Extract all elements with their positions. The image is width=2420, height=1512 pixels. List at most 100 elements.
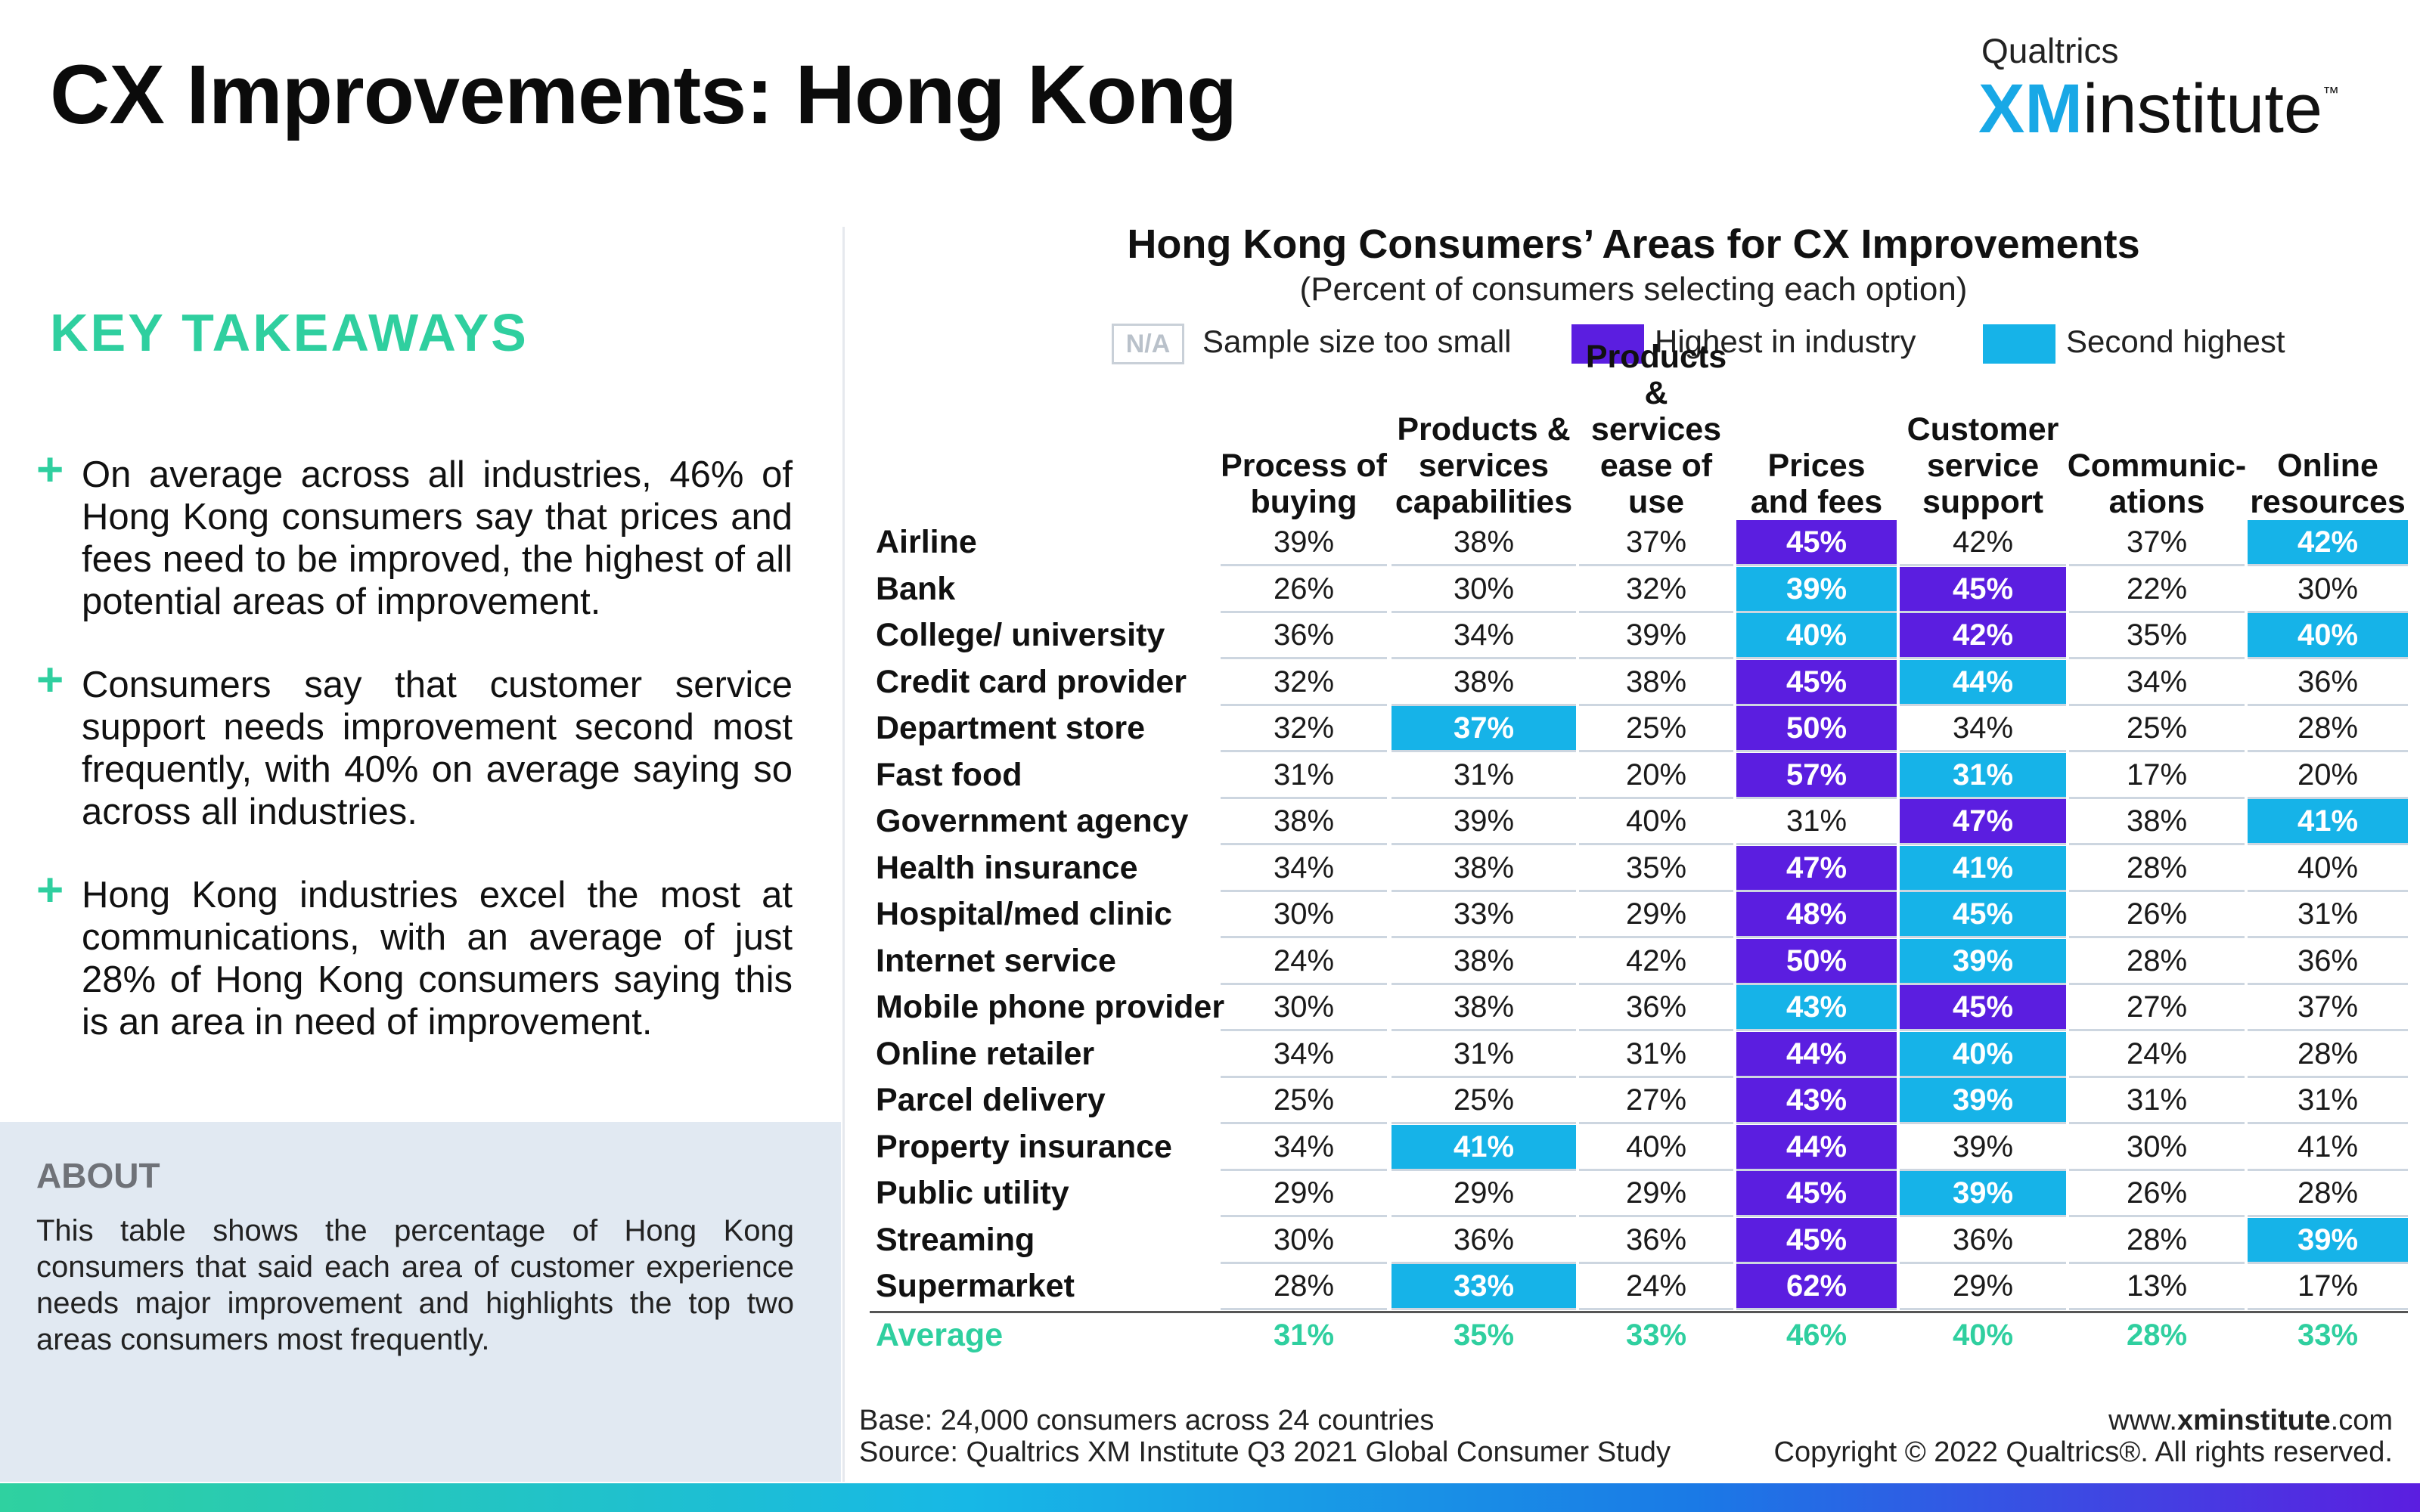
table-cell: 33% — [1392, 1264, 1576, 1310]
table-cell: 45% — [1736, 520, 1897, 566]
table-cell: 36% — [1579, 1218, 1733, 1264]
table-cell: 28% — [2069, 1218, 2245, 1264]
table-cell: 31% — [1392, 1032, 1576, 1078]
table-cell: 30% — [1392, 567, 1576, 613]
average-cell: 35% — [1453, 1318, 1515, 1352]
table-cell: 32% — [1579, 567, 1733, 613]
table-title: Hong Kong Consumers’ Areas for CX Improv… — [1127, 222, 2140, 267]
row-label: Department store — [876, 710, 1146, 746]
table-cell: 24% — [1579, 1264, 1733, 1310]
table-cell: 13% — [2069, 1264, 2245, 1310]
row-label: Supermarket — [876, 1268, 1075, 1304]
table-cell: 38% — [1392, 939, 1576, 985]
table-cell: 32% — [1221, 660, 1387, 706]
table-cell: 36% — [1900, 1218, 2066, 1264]
column-header-process-of-buying: Process of buying — [1221, 448, 1387, 520]
table-cell: 39% — [1392, 799, 1576, 845]
table-row: Online retailer 34% 31% 31% 44% 40% 24% 28% — [870, 1031, 2408, 1079]
footer-base: Base: 24,000 consumers across 24 countri… — [859, 1405, 1435, 1436]
row-label: Property insurance — [876, 1128, 1172, 1165]
table-cell: 45% — [1900, 566, 2066, 613]
table-cell: 25% — [1579, 706, 1733, 752]
legend-highest-text: Highest in industry — [1655, 324, 1916, 359]
table-row: Public utility 29% 29% 29% 45% 39% 26% 28% — [870, 1171, 2408, 1218]
table-cell: 36% — [1392, 1218, 1576, 1264]
legend-second: Second highest — [1983, 324, 2285, 364]
column-header-products-services-ease-of-use: Products & services ease of use — [1585, 339, 1727, 520]
average-cell: 40% — [1952, 1318, 2014, 1352]
table-cell: 37% — [1392, 706, 1576, 752]
table-cell: 42% — [1900, 520, 2066, 566]
table-cell: 30% — [2248, 567, 2408, 613]
legend-na-text: Sample size too small — [1202, 324, 1512, 360]
table-cell: 45% — [1900, 892, 2066, 938]
table-cell: 28% — [1221, 1264, 1387, 1310]
table-cell: 17% — [2069, 753, 2245, 799]
column-header-communications: Communic-ations — [2067, 448, 2247, 520]
table-cell: 26% — [2069, 892, 2245, 938]
table-cell: 38% — [1392, 985, 1576, 1031]
footer-url[interactable]: www.xminstitute.com — [2108, 1405, 2393, 1436]
qualtrics-xm-institute-logo: Qualtrics XMinstitute™ — [1978, 30, 2339, 144]
table-cell: 25% — [1221, 1078, 1387, 1124]
table-cell: 39% — [1900, 1125, 2066, 1171]
table-cell: 20% — [1579, 753, 1733, 799]
table-row: Internet service 24% 38% 42% 50% 39% 28% 36% — [870, 938, 2408, 986]
table-cell: 40% — [1736, 613, 1897, 659]
table-row: Mobile phone provider 30% 38% 36% 43% 45% 27% 3… — [870, 985, 2408, 1032]
table-cell: 39% — [1579, 613, 1733, 659]
table-cell: 26% — [2069, 1171, 2245, 1217]
table-cell: 30% — [1221, 1218, 1387, 1264]
about-panel: ABOUT This table shows the percentage of… — [0, 1122, 841, 1482]
table-cell: 37% — [1579, 520, 1733, 566]
table-cell: 25% — [1392, 1078, 1576, 1124]
table-cell: 34% — [2069, 660, 2245, 706]
legend-na: N/A Sample size too small — [1112, 324, 1512, 364]
table-cell: 62% — [1736, 1264, 1897, 1310]
na-swatch: N/A — [1112, 324, 1184, 364]
row-label: Online retailer — [876, 1035, 1095, 1072]
table-cell: 45% — [1736, 1217, 1897, 1264]
table-cell: 28% — [2069, 939, 2245, 985]
table-cell: 41% — [2248, 1125, 2408, 1171]
table-cell: 45% — [1736, 1171, 1897, 1217]
column-header-products-services-capabilities: Products & services capabilities — [1395, 411, 1573, 520]
table-row: Fast food 31% 31% 20% 57% 31% 17% 20% — [870, 752, 2408, 800]
plus-icon: + — [36, 654, 64, 706]
cx-improvements-table: Airline 39% 38% 37% 45% 42% 37% 42% Bank 26% 30% 32… — [870, 520, 2408, 1359]
legend-highest: Highest in industry — [1571, 324, 1916, 364]
key-takeaways-heading: KEY TAKEAWAYS — [50, 303, 529, 362]
takeaway-text: Consumers say that customer service supp… — [82, 665, 793, 832]
table-cell: 39% — [1900, 1171, 2066, 1217]
table-cell: 29% — [1579, 892, 1733, 938]
table-cell: 41% — [1392, 1124, 1576, 1171]
table-row: Property insurance 34% 41% 40% 44% 39% 30% 41% — [870, 1124, 2408, 1172]
row-label: Public utility — [876, 1175, 1069, 1211]
table-cell: 47% — [1900, 799, 2066, 845]
takeaway-text: On average across all industries, 46% of… — [82, 454, 793, 622]
table-cell: 31% — [2069, 1078, 2245, 1124]
table-cell: 48% — [1736, 892, 1897, 938]
table-cell: 45% — [1736, 659, 1897, 706]
table-row: Hospital/med clinic 30% 33% 29% 48% 45% 26% 31% — [870, 892, 2408, 939]
table-cell: 40% — [1900, 1031, 2066, 1078]
table-cell: 24% — [1221, 939, 1387, 985]
table-cell: 25% — [2069, 706, 2245, 752]
table-subtitle: (Percent of consumers selecting each opt… — [1299, 271, 1968, 308]
table-cell: 38% — [1392, 520, 1576, 566]
table-cell: 50% — [1736, 706, 1897, 752]
row-label: Streaming — [876, 1221, 1035, 1258]
table-cell: 34% — [1221, 1125, 1387, 1171]
table-cell: 37% — [2069, 520, 2245, 566]
table-cell: 29% — [1392, 1171, 1576, 1217]
table-cell: 17% — [2248, 1264, 2408, 1310]
row-label: Internet service — [876, 942, 1116, 979]
table-row: Supermarket 28% 33% 24% 62% 29% 13% 17% — [870, 1264, 2408, 1311]
average-cell: 46% — [1786, 1318, 1848, 1352]
plus-icon: + — [36, 444, 64, 496]
table-cell: 40% — [1579, 799, 1733, 845]
second-swatch — [1983, 324, 2055, 364]
table-cell: 41% — [1900, 845, 2066, 892]
column-header-prices-and-fees: Prices and fees — [1750, 448, 1883, 520]
table-row: College/ university 36% 34% 39% 40% 42% 35% 40% — [870, 613, 2408, 660]
